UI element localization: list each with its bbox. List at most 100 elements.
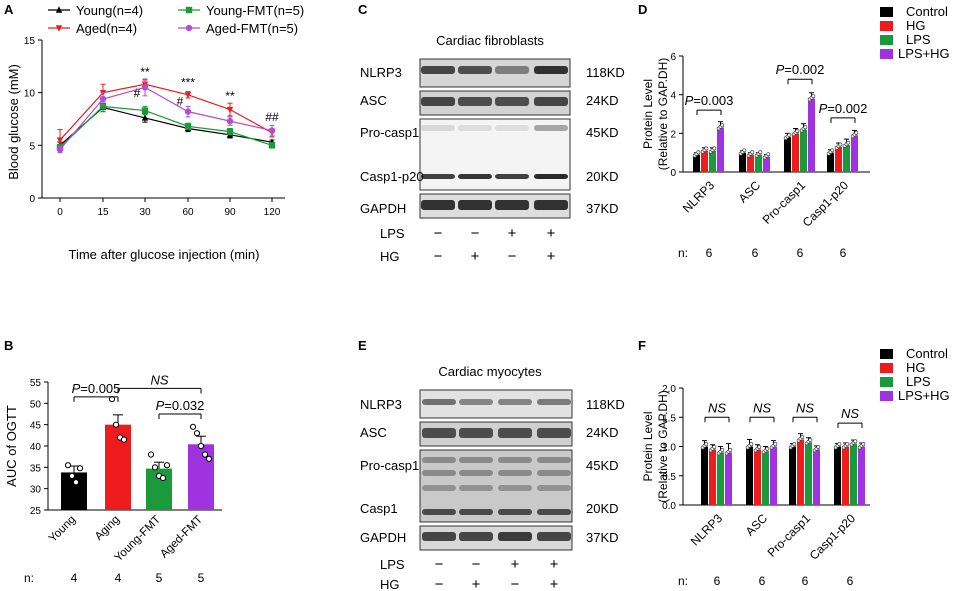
bar: [813, 449, 820, 505]
p-value-label: NS: [708, 400, 726, 415]
data-point: [72, 479, 80, 486]
bar: [792, 133, 799, 172]
y-axis-label: Blood glucose (mM): [6, 64, 21, 180]
blot-band: [422, 428, 456, 438]
legend-marker: [55, 25, 63, 32]
data-point: [56, 146, 64, 153]
y-tick-label: 5: [29, 141, 35, 152]
data-point: [184, 92, 192, 99]
x-tick-label: 60: [182, 207, 194, 218]
data-point: [226, 106, 234, 114]
p-value-label: P=0.003: [685, 93, 734, 108]
blot-label: GAPDH: [360, 201, 406, 216]
data-point: [845, 442, 850, 447]
lps-sign: −: [435, 556, 444, 573]
y-tick-label: 0: [29, 194, 35, 205]
hg-sign: +: [547, 248, 556, 265]
data-point: [704, 146, 709, 151]
data-point: [712, 146, 717, 151]
y-tick-label: 55: [30, 378, 42, 389]
blot-band: [537, 399, 571, 405]
blot-label: ASC: [360, 425, 387, 440]
lps-sign: −: [434, 225, 443, 242]
data-point: [720, 123, 725, 128]
p-value-label-prefix: P: [156, 398, 165, 413]
blot-label: NLRP3: [360, 65, 402, 80]
legend-swatch: [880, 377, 893, 387]
x-tick-label: Aging: [93, 514, 122, 543]
x-tick-label: ASC: [743, 511, 771, 539]
bar: [701, 150, 708, 172]
data-point: [151, 464, 159, 471]
bar: [709, 449, 716, 505]
n-value: 6: [847, 574, 854, 588]
hg-sign: −: [511, 576, 520, 591]
molecular-weight-label: 45KD: [586, 458, 619, 473]
y-tick-label: 1.5: [662, 413, 676, 424]
blot-band: [421, 97, 455, 106]
n-value: 5: [198, 571, 205, 585]
legend-label: Aged(n=4): [76, 21, 137, 36]
bar: [770, 446, 777, 505]
data-point: [99, 103, 107, 110]
data-point: [184, 123, 192, 130]
y-tick-label: 0: [670, 168, 676, 179]
data-point: [757, 445, 762, 449]
blot-band: [534, 200, 568, 210]
lps-sign: +: [511, 556, 520, 573]
y-tick-label: 0.0: [662, 501, 676, 512]
blot-band: [498, 399, 532, 405]
blot-band: [422, 470, 456, 476]
blot-band: [459, 457, 493, 463]
blot-label: GAPDH: [360, 530, 406, 545]
y-axis-label: Protein Level: [641, 411, 655, 481]
data-point: [816, 445, 821, 449]
bar: [61, 472, 87, 510]
legend-swatch: [880, 391, 893, 401]
y-tick-label: 1.0: [662, 443, 676, 454]
legend-label: LPS+HG: [898, 388, 950, 403]
blot-band: [422, 509, 456, 515]
bar: [763, 156, 770, 172]
n-value: 6: [802, 574, 809, 588]
blot-band: [458, 66, 492, 74]
blot-label: Casp1: [360, 501, 398, 516]
y-tick-label: 2.0: [662, 384, 676, 395]
legend-label: Young-FMT(n=5): [206, 3, 304, 18]
n-value: 4: [71, 571, 78, 585]
legend-swatch: [880, 49, 893, 59]
legend-swatch: [880, 21, 893, 31]
series-line: [59, 83, 273, 141]
bar: [762, 451, 769, 505]
data-point: [189, 423, 197, 430]
y-tick-label: 35: [30, 463, 42, 474]
bar: [717, 452, 724, 505]
panel-letter-f: F: [638, 338, 646, 353]
p-value-label-prefix: P: [776, 62, 785, 77]
blot-band: [421, 66, 455, 74]
blot-band: [498, 470, 532, 476]
blot-title: Cardiac fibroblasts: [436, 33, 544, 48]
significance-mark: ##: [265, 110, 279, 124]
panel-letter-a: A: [4, 2, 14, 17]
p-value-label: NS: [841, 406, 859, 421]
data-point: [696, 150, 701, 155]
data-point: [141, 84, 149, 91]
blot-band: [459, 428, 493, 438]
data-point: [712, 445, 717, 449]
y-axis-label-2: (Relative to GAP.DH): [656, 58, 670, 170]
bar: [754, 449, 761, 505]
x-tick-label: 0: [57, 207, 63, 218]
molecular-weight-label: 37KD: [586, 530, 619, 545]
y-axis-label: Protein Level: [641, 79, 655, 149]
blot-label: Pro-casp1: [360, 458, 419, 473]
legend-swatch: [880, 35, 893, 45]
significance-mark: **: [140, 65, 150, 79]
x-tick-label: 90: [224, 207, 236, 218]
y-tick-label: 40: [30, 442, 42, 453]
hg-label: HG: [380, 577, 400, 591]
series-line: [59, 86, 273, 150]
significance-mark: **: [225, 89, 235, 103]
n-label: n:: [24, 571, 34, 585]
data-point: [112, 421, 120, 428]
